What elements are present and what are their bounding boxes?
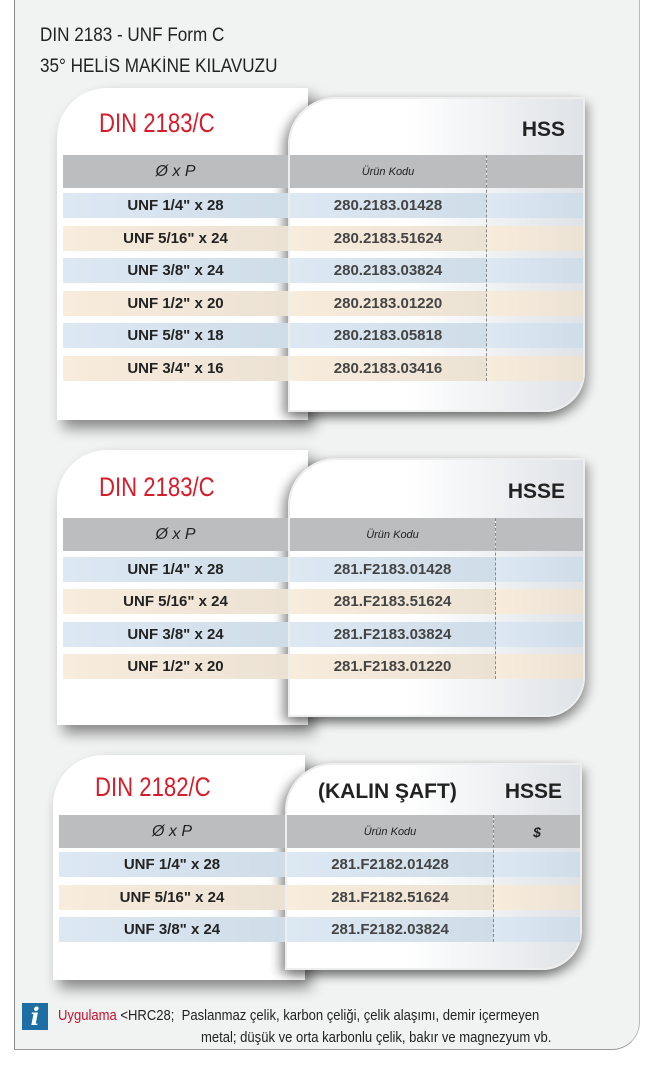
standard-label: DIN 2183/C [99,472,215,502]
header-code: Ürün Kodu [290,155,486,188]
header-code: Ürün Kodu [290,518,495,551]
price-cell [495,622,583,647]
size-cell: UNF 3/8" x 24 [59,917,285,942]
size-cell: UNF 1/2" x 20 [63,291,288,316]
header-price [487,155,583,188]
code-cell: 280.2183.01220 [290,291,486,316]
code-cell: 281.F2183.01220 [290,654,495,679]
footer-line1: Uygulama <HRC28; Paslanmaz çelik, karbon… [58,1008,539,1024]
price-cell [495,589,583,614]
code-cell: 281.F2182.01428 [287,852,493,877]
standard-label: DIN 2182/C [95,772,211,802]
code-cell: 280.2183.01428 [290,193,486,218]
size-card [57,450,308,725]
footer-text-2: metal; düşük ve orta karbonlu çelik, bak… [201,1030,552,1046]
standard-label: DIN 2183/C [99,108,215,138]
size-cell: UNF 5/8" x 18 [63,323,288,348]
grade-label: HSSE [504,780,562,803]
page-subtitle: 35° HELİS MAKİNE KILAVUZU [40,56,278,77]
price-cell [495,557,583,582]
price-cell [495,654,583,679]
page-title: DIN 2183 - UNF Form C [40,25,225,46]
header-price [496,518,583,551]
code-cell: 281.F2183.51624 [290,589,495,614]
header-size: Ø x P [63,155,288,188]
note-label: (KALIN ŞAFT) [318,780,457,803]
price-cell [486,193,583,218]
footer-condition: <HRC28; [120,1008,175,1024]
code-cell: 280.2183.05818 [290,323,486,348]
grade-label: HSSE [507,480,565,503]
size-cell: UNF 3/8" x 24 [63,258,288,283]
code-cell: 281.F2183.03824 [290,622,495,647]
price-cell [486,226,583,251]
price-cell [493,917,580,942]
grade-label: HSS [521,118,565,141]
size-cell: UNF 1/2" x 20 [63,654,288,679]
size-cell: UNF 1/4" x 28 [63,557,288,582]
code-cell: 280.2183.51624 [290,226,486,251]
price-cell [486,323,583,348]
footer-text-1: Paslanmaz çelik, karbon çeliği, çelik al… [181,1008,540,1024]
code-cell: 280.2183.03416 [290,356,486,381]
code-cell: 281.F2182.51624 [287,885,493,910]
header-size: Ø x P [63,518,288,551]
column-divider [495,518,496,679]
header-code: Ürün Kodu [287,815,493,848]
size-cell: UNF 1/4" x 28 [59,852,285,877]
price-cell [486,291,583,316]
size-cell: UNF 5/16" x 24 [63,226,288,251]
price-cell [493,885,580,910]
price-cell [486,258,583,283]
size-cell: UNF 3/8" x 24 [63,622,288,647]
price-cell [493,852,580,877]
code-cell: 281.F2183.01428 [290,557,495,582]
size-cell: UNF 5/16" x 24 [63,589,288,614]
column-divider [486,155,487,381]
size-cell: UNF 3/4" x 16 [63,356,288,381]
header-price: $ [494,815,580,848]
column-divider [493,815,494,942]
size-cell: UNF 1/4" x 28 [63,193,288,218]
footer-label: Uygulama [58,1008,117,1024]
code-cell: 281.F2182.03824 [287,917,493,942]
price-cell [486,356,583,381]
code-cell: 280.2183.03824 [290,258,486,283]
size-cell: UNF 5/16" x 24 [59,885,285,910]
header-size: Ø x P [59,815,285,848]
info-icon: i [22,1003,48,1030]
